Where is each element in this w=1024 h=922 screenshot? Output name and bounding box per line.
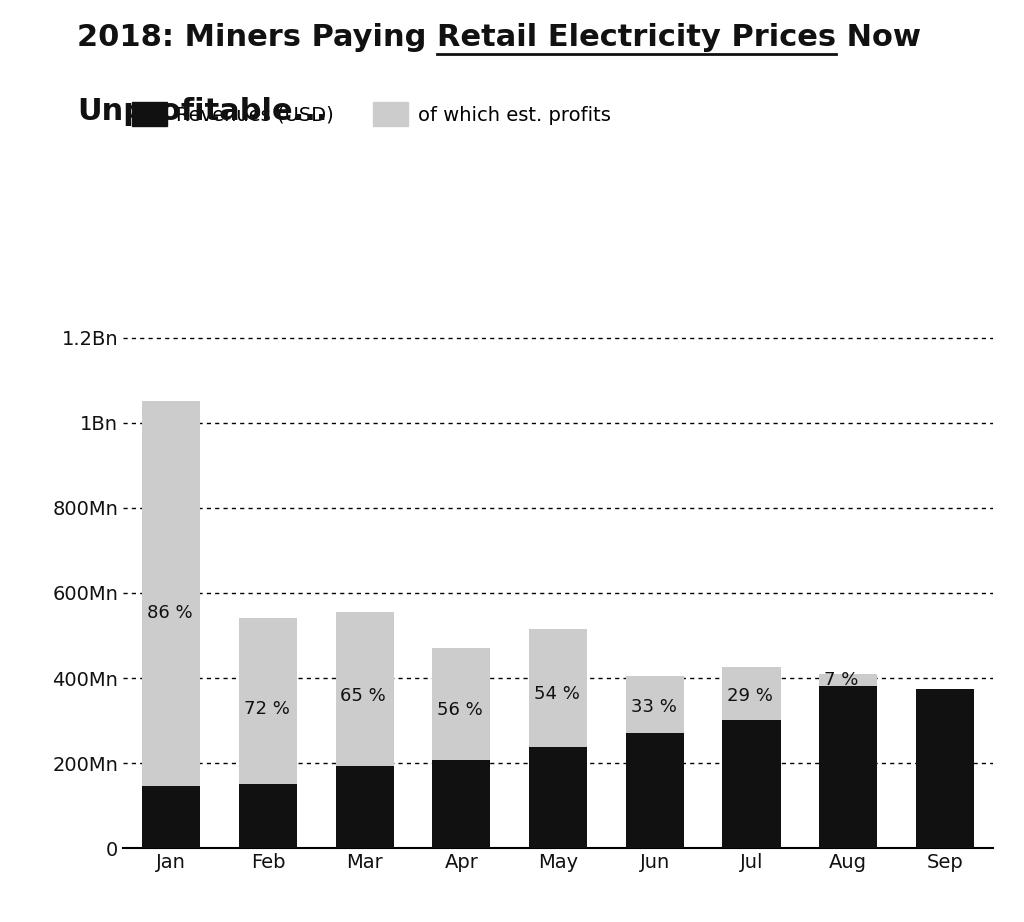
Bar	[529, 629, 587, 748]
Text: Unprofitable...: Unprofitable...	[77, 97, 328, 125]
Legend: Revenues (USD), of which est. profits: Revenues (USD), of which est. profits	[124, 95, 618, 134]
Bar	[336, 765, 393, 848]
Text: 7 %: 7 %	[824, 671, 858, 690]
Text: 56 %: 56 %	[437, 701, 483, 719]
Bar	[142, 786, 201, 848]
Text: Retail Electricity Prices: Retail Electricity Prices	[437, 23, 836, 52]
Text: Now: Now	[836, 23, 921, 52]
Bar	[239, 619, 297, 784]
Bar	[915, 689, 974, 848]
Bar	[626, 733, 684, 848]
Text: 72 %: 72 %	[244, 701, 290, 718]
Text: 2018: Miners Paying: 2018: Miners Paying	[77, 23, 437, 52]
Bar	[723, 668, 780, 720]
Bar	[819, 686, 878, 848]
Bar	[432, 761, 490, 848]
Bar	[142, 401, 201, 786]
Bar	[723, 720, 780, 848]
Text: 54 %: 54 %	[534, 685, 580, 703]
Text: 29 %: 29 %	[727, 687, 773, 705]
Bar	[432, 648, 490, 761]
Text: 33 %: 33 %	[631, 698, 677, 716]
Bar	[626, 676, 684, 733]
Bar	[239, 784, 297, 848]
Text: 65 %: 65 %	[340, 688, 386, 705]
Bar	[529, 748, 587, 848]
Text: 86 %: 86 %	[147, 604, 193, 621]
Bar	[336, 612, 393, 765]
Bar	[819, 674, 878, 686]
